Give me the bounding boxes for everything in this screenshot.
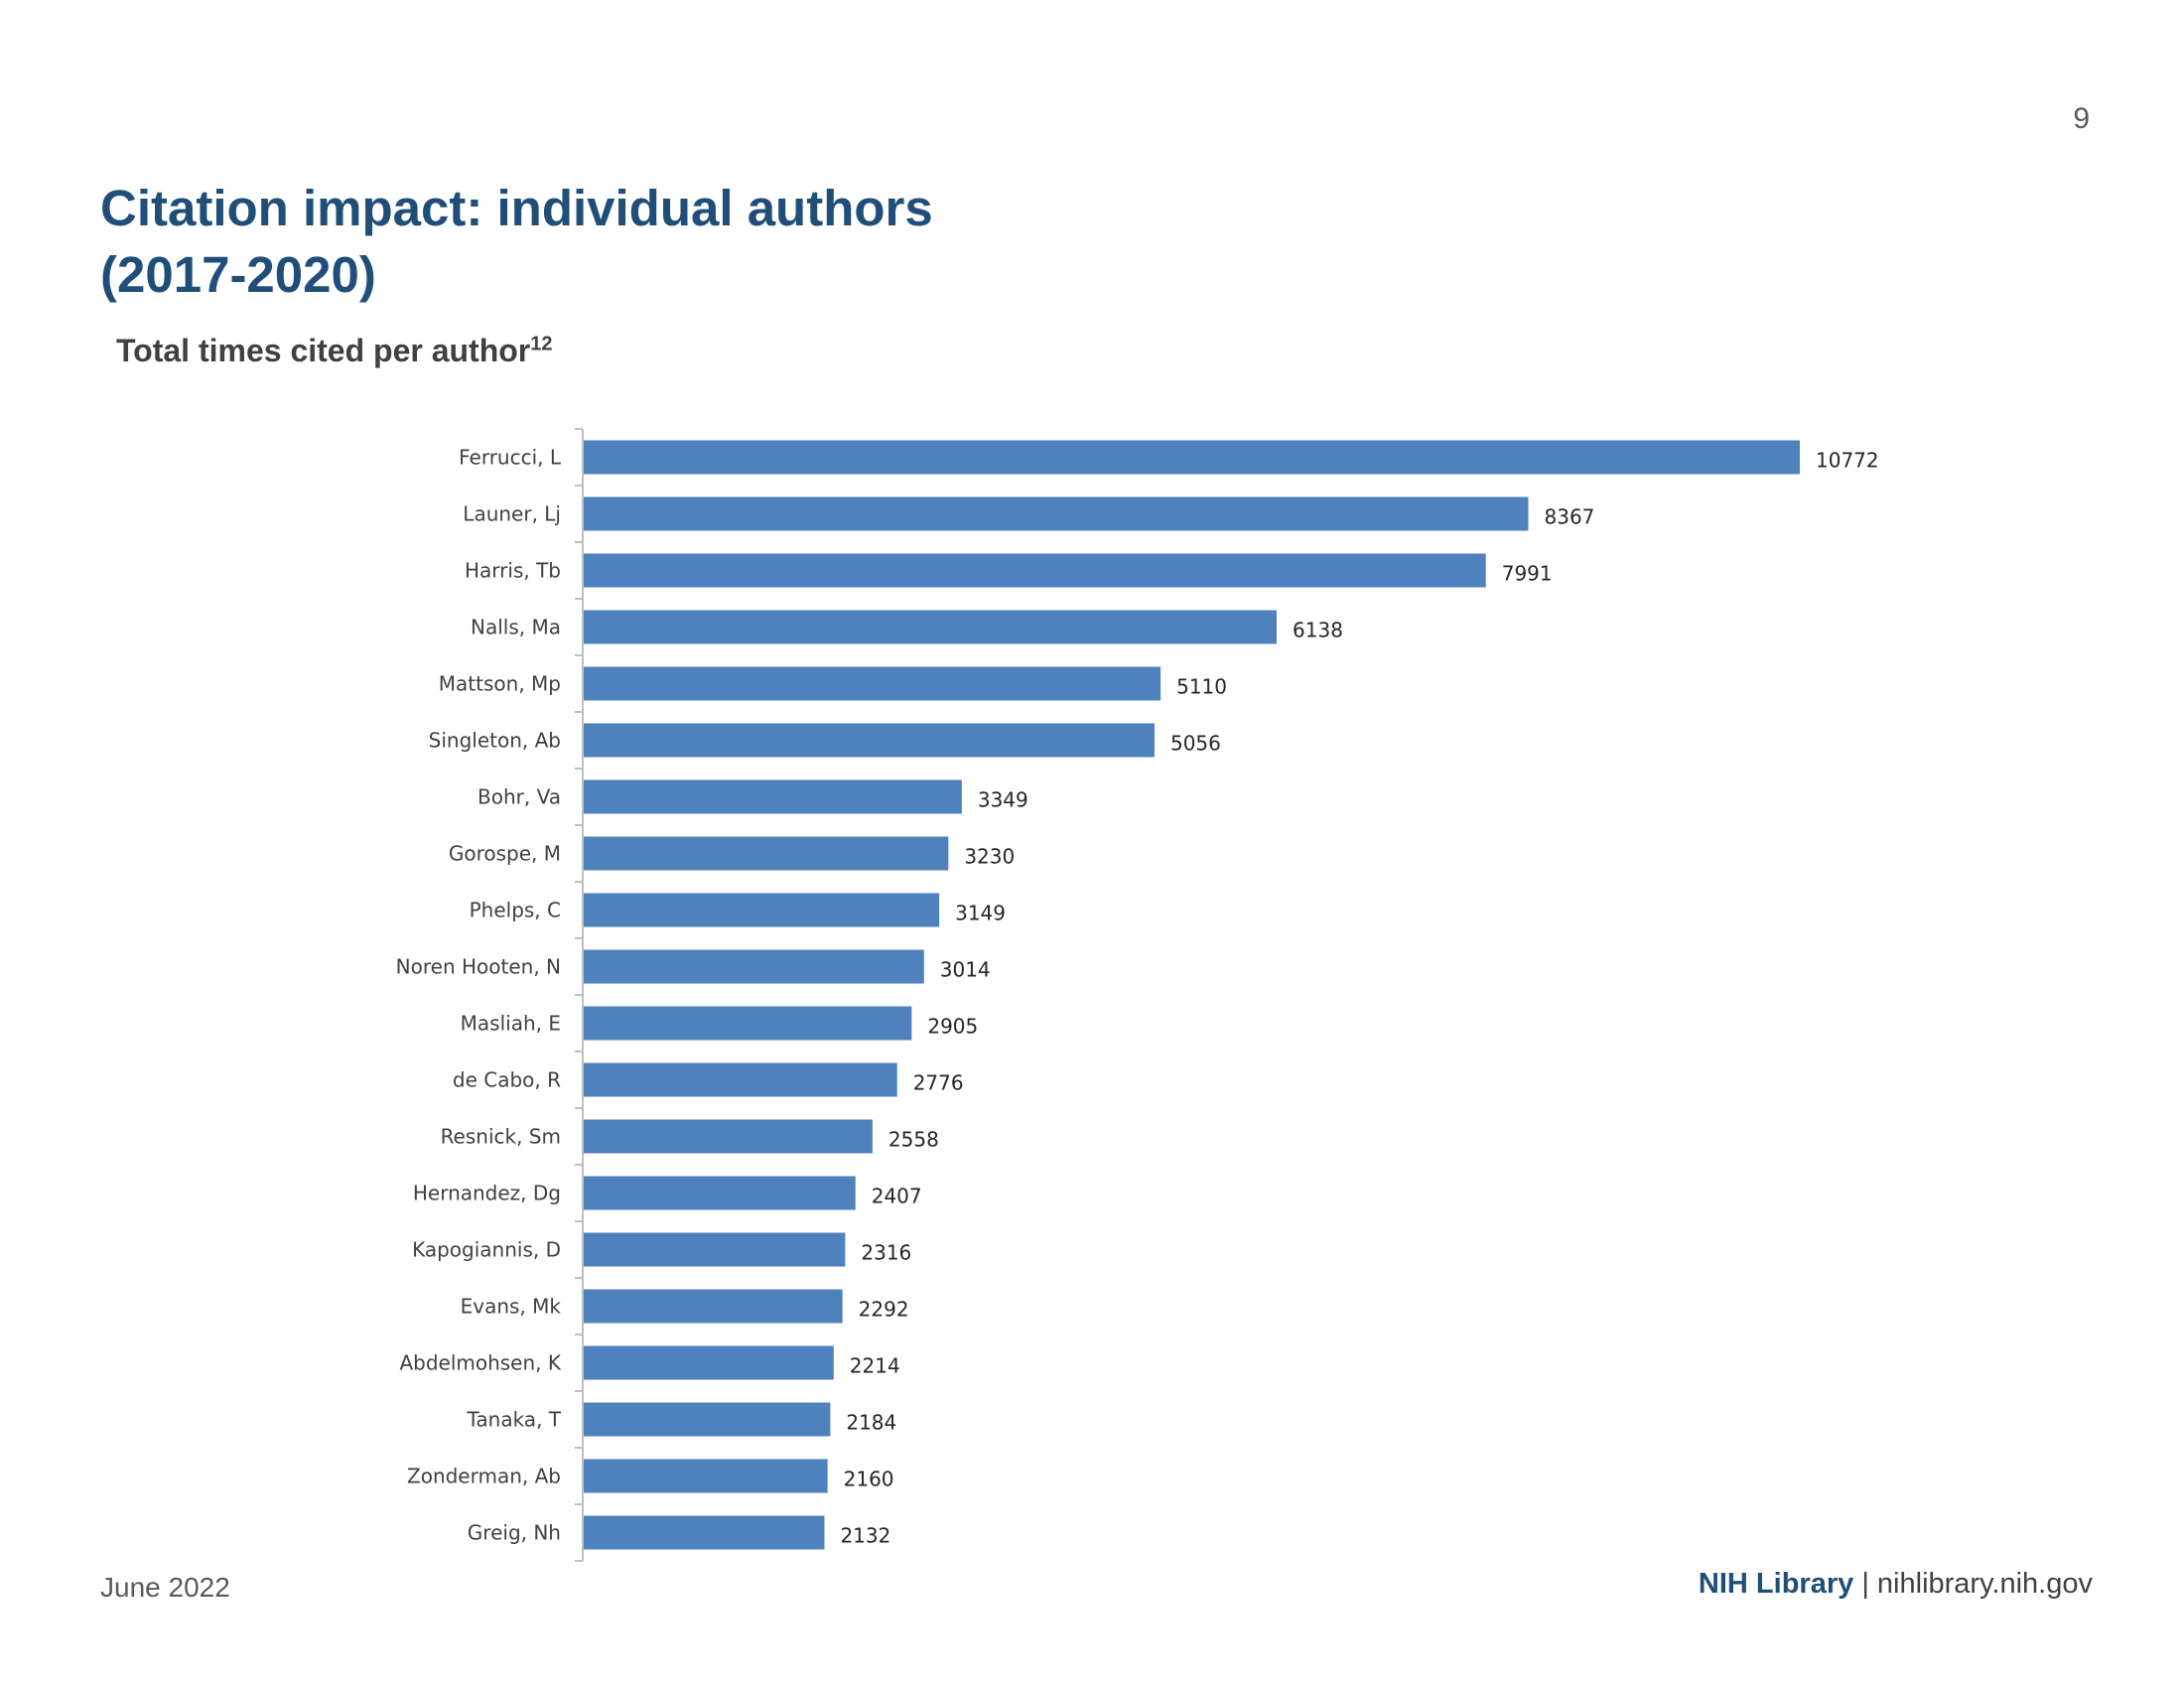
data-label: 2184 <box>846 1411 896 1435</box>
bar <box>584 779 962 814</box>
data-label: 3149 <box>955 902 1006 925</box>
category-label: Masliah, E <box>461 1012 561 1036</box>
category-label: Gorospe, M <box>449 842 561 866</box>
data-label: 2407 <box>872 1185 922 1208</box>
bar <box>584 723 1155 758</box>
data-label: 2558 <box>888 1128 939 1152</box>
bar <box>584 949 924 984</box>
footer-date: June 2022 <box>100 1572 230 1603</box>
data-label: 5056 <box>1170 732 1221 756</box>
category-label: Harris, Tb <box>465 559 561 583</box>
bar <box>584 440 1800 475</box>
data-label: 6138 <box>1293 619 1343 642</box>
footer-separator: | <box>1861 1568 1869 1600</box>
chart-subtitle-footnote: 12 <box>530 333 553 355</box>
slide-title-line-2: (2017-2020) <box>100 246 376 303</box>
data-label: 3014 <box>940 958 991 982</box>
data-label: 10772 <box>1816 449 1879 473</box>
data-label: 2160 <box>844 1468 894 1491</box>
category-label: Singleton, Ab <box>429 729 561 753</box>
category-label: Hernandez, Dg <box>413 1182 561 1205</box>
chart-subtitle-text: Total times cited per author <box>116 333 531 368</box>
bar <box>584 1289 843 1324</box>
bar <box>584 1402 831 1437</box>
bar <box>584 893 940 927</box>
data-label: 3349 <box>978 788 1028 812</box>
category-label: Kapogiannis, D <box>412 1238 561 1262</box>
category-label: Phelps, C <box>470 899 561 922</box>
bar <box>584 836 949 871</box>
category-label: Tanaka, T <box>466 1408 561 1432</box>
bar <box>584 496 1529 531</box>
data-label: 5110 <box>1176 675 1227 699</box>
chart-subtitle: Total times cited per author12 <box>116 333 553 369</box>
category-label: Zonderman, Ab <box>407 1465 561 1488</box>
slide-title-line-1: Citation impact: individual authors <box>100 180 933 236</box>
data-label: 2132 <box>840 1524 890 1548</box>
bar <box>584 610 1278 644</box>
bar <box>584 1176 856 1210</box>
bar-chart: Ferrucci, L 10772 Launer, Lj 8367 Harris, Tb… <box>396 428 1879 1562</box>
data-label: 3230 <box>964 845 1015 869</box>
category-label: Mattson, Mp <box>439 672 561 696</box>
category-label: Resnick, Sm <box>441 1125 561 1149</box>
footer-brand: NIH Library | nihlibrary.nih.gov <box>1699 1568 2093 1601</box>
slide-title: Citation impact: individual authors (201… <box>100 175 933 308</box>
data-label: 2292 <box>859 1298 909 1322</box>
category-label: de Cabo, R <box>453 1068 561 1092</box>
category-label: Bohr, Va <box>478 785 561 809</box>
bar <box>584 666 1161 701</box>
category-label: Abdelmohsen, K <box>399 1351 561 1375</box>
bar <box>584 1459 828 1493</box>
bar <box>584 1345 834 1380</box>
data-label: 2776 <box>913 1071 964 1095</box>
data-label: 8367 <box>1545 505 1595 529</box>
footer-library-name: NIH Library <box>1698 1568 1854 1600</box>
bar <box>584 1119 873 1154</box>
bar <box>584 553 1486 588</box>
category-label: Noren Hooten, N <box>396 955 561 979</box>
data-label: 2905 <box>927 1015 978 1039</box>
data-label: 7991 <box>1502 562 1553 586</box>
bar <box>584 1062 897 1097</box>
bar <box>584 1232 846 1267</box>
category-label: Evans, Mk <box>461 1295 562 1319</box>
category-label: Launer, Lj <box>463 502 561 526</box>
bar <box>584 1515 825 1550</box>
category-label: Ferrucci, L <box>459 446 562 470</box>
footer-url: nihlibrary.nih.gov <box>1876 1568 2093 1600</box>
category-label: Greig, Nh <box>468 1521 561 1545</box>
page-number: 9 <box>2073 102 2090 135</box>
data-label: 2316 <box>861 1241 911 1265</box>
bar <box>584 1006 912 1041</box>
data-label: 2214 <box>850 1354 900 1378</box>
category-label: Nalls, Ma <box>471 616 561 639</box>
